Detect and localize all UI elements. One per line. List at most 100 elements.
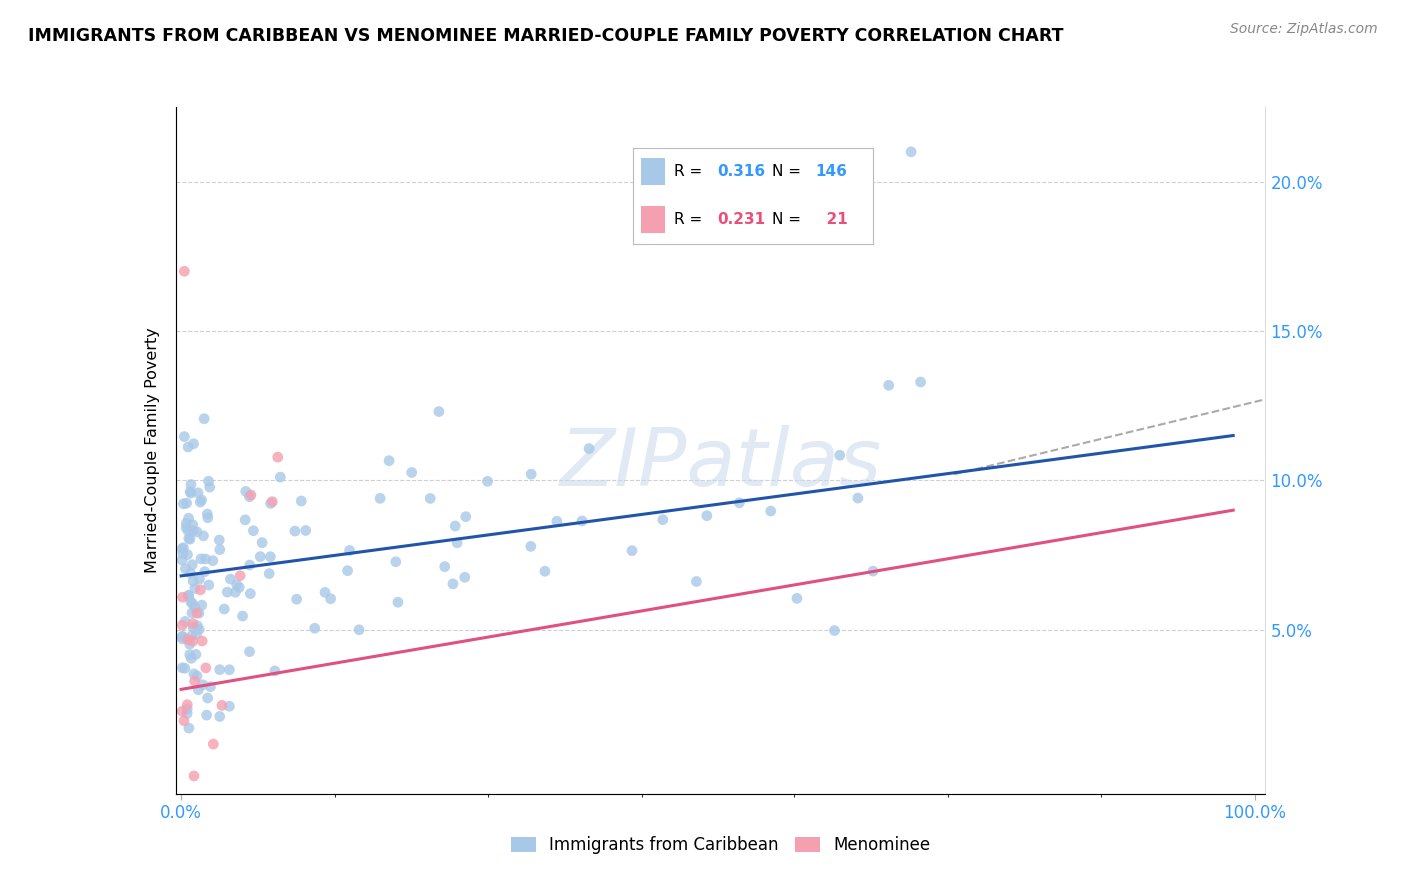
Point: [186, 524, 208, 539]
Point: [441, 577, 464, 591]
Point: [190, 552, 212, 566]
Point: [339, 543, 361, 558]
Point: [181, 517, 204, 532]
Point: [176, 706, 198, 721]
Point: [202, 737, 225, 751]
Point: [208, 542, 231, 557]
Text: N =: N =: [772, 164, 806, 178]
Point: [477, 475, 499, 489]
Point: [172, 541, 194, 556]
Point: [187, 682, 209, 697]
Point: [191, 678, 214, 692]
Point: [239, 488, 262, 502]
Point: [198, 578, 221, 592]
Point: [290, 494, 312, 508]
Legend: Immigrants from Caribbean, Menominee: Immigrants from Caribbean, Menominee: [503, 830, 938, 861]
Point: [173, 714, 195, 728]
Point: [176, 702, 198, 716]
Point: [180, 594, 202, 608]
Text: R =: R =: [673, 164, 707, 178]
Point: [211, 698, 233, 713]
Point: [233, 513, 256, 527]
Point: [368, 491, 391, 506]
Point: [433, 559, 456, 574]
Point: [172, 591, 194, 605]
Point: [269, 470, 291, 484]
Point: [187, 606, 209, 620]
Text: R =: R =: [673, 212, 707, 227]
Point: [759, 504, 782, 518]
Point: [218, 663, 240, 677]
Point: [181, 574, 204, 588]
Point: [193, 411, 215, 425]
Point: [172, 632, 194, 646]
Point: [191, 598, 214, 612]
Bar: [641, 158, 665, 185]
Point: [176, 516, 198, 530]
Point: [454, 570, 477, 584]
Text: ZIPatlas: ZIPatlas: [560, 425, 882, 503]
Point: [177, 524, 200, 538]
Point: [183, 436, 205, 450]
Point: [172, 629, 194, 643]
Point: [401, 466, 423, 480]
Point: [181, 634, 204, 648]
Point: [184, 600, 207, 615]
Point: [186, 627, 208, 641]
Point: [900, 145, 922, 159]
Point: [194, 661, 217, 675]
Point: [824, 624, 846, 638]
Point: [219, 572, 242, 586]
Point: [173, 661, 195, 675]
Text: 0.316: 0.316: [717, 164, 765, 178]
Point: [179, 484, 201, 499]
Point: [179, 637, 201, 651]
Point: [194, 565, 217, 579]
Point: [786, 591, 808, 606]
Point: [186, 669, 208, 683]
Point: [186, 618, 208, 632]
Point: [208, 709, 231, 723]
Point: [172, 546, 194, 560]
Point: [200, 680, 222, 694]
Point: [197, 691, 219, 706]
Point: [183, 667, 205, 681]
Point: [194, 552, 217, 566]
Point: [862, 564, 884, 578]
Point: [651, 513, 673, 527]
Point: [181, 620, 204, 634]
Point: [249, 549, 271, 564]
Point: [191, 634, 214, 648]
Point: [179, 648, 201, 662]
Point: [304, 621, 326, 635]
Point: [454, 509, 477, 524]
Point: [179, 532, 201, 546]
Point: [180, 651, 202, 665]
Point: [224, 585, 246, 599]
Point: [187, 485, 209, 500]
Bar: [641, 206, 665, 233]
Point: [176, 698, 198, 712]
Point: [181, 606, 204, 620]
Point: [188, 623, 211, 637]
Point: [172, 553, 194, 567]
Point: [419, 491, 441, 506]
Point: [174, 615, 197, 629]
Point: [177, 440, 200, 454]
Point: [190, 492, 212, 507]
Point: [384, 555, 406, 569]
Point: [177, 589, 200, 603]
Text: Source: ZipAtlas.com: Source: ZipAtlas.com: [1230, 22, 1378, 37]
Point: [877, 378, 900, 392]
Point: [172, 630, 194, 644]
Point: [444, 519, 467, 533]
Point: [181, 524, 204, 538]
Point: [696, 508, 718, 523]
Point: [177, 588, 200, 602]
Point: [201, 554, 224, 568]
Point: [176, 496, 198, 510]
Text: 21: 21: [815, 212, 848, 227]
Point: [218, 699, 240, 714]
Point: [621, 543, 644, 558]
Point: [534, 564, 557, 578]
